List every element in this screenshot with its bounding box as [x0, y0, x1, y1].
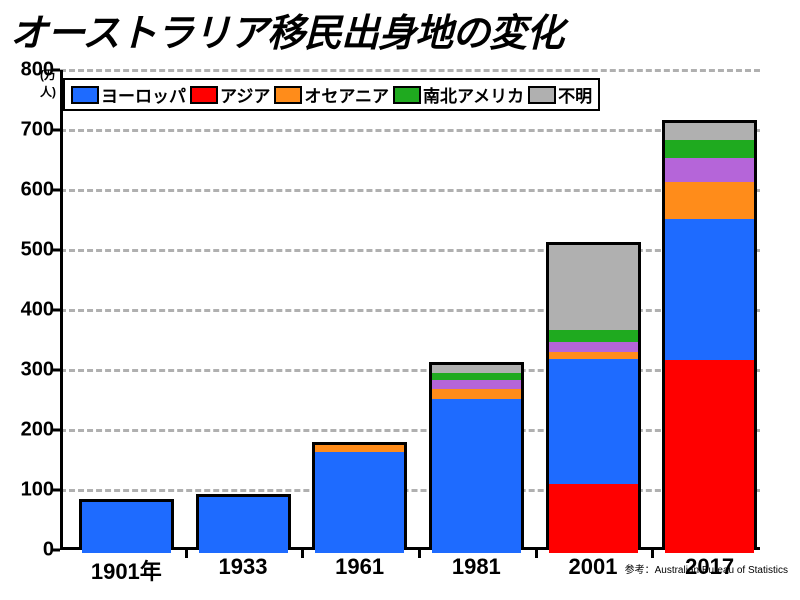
legend-swatch [528, 86, 556, 104]
bar [546, 242, 641, 550]
bar-segment-oceania [432, 389, 521, 400]
x-axis-tick-label: 1933 [183, 554, 303, 580]
y-axis-tick [52, 369, 60, 372]
bar [79, 499, 174, 550]
source-footnote: 参考：Australian Bureau of Statistics [625, 561, 788, 576]
legend-item: 南北アメリカ [393, 82, 524, 107]
x-axis-tick [535, 550, 538, 558]
chart-container: オーストラリア移民出身地の変化 (万人) 0100200300400500600… [0, 0, 800, 600]
x-axis-tick-label: 1901年 [66, 554, 186, 586]
y-axis-tick-label: 600 [21, 179, 54, 202]
bar [312, 442, 407, 550]
y-axis-tick [52, 189, 60, 192]
y-axis-tick [52, 309, 60, 312]
bar-segment-europe [315, 452, 404, 553]
bar [196, 494, 291, 550]
legend-item: ヨーロッパ [71, 82, 186, 107]
bar-segment-europe [432, 399, 521, 553]
y-axis-tick-label: 300 [21, 359, 54, 382]
y-axis-tick-label: 400 [21, 299, 54, 322]
legend-label: ヨーロッパ [101, 82, 186, 107]
legend-label: アジア [220, 82, 270, 107]
legend-label: オセアニア [304, 82, 389, 107]
y-axis-tick-label: 100 [21, 479, 54, 502]
bar [429, 362, 524, 550]
legend: ヨーロッパ アジア オセアニア 南北アメリカ 不明 [63, 78, 600, 111]
bar-segment-europe [82, 502, 171, 553]
bar-segment-unknown [665, 123, 754, 140]
y-axis-tick [52, 129, 60, 132]
bar [662, 120, 757, 550]
plot-area: (万人) 0100200300400500600700800 1901年1933… [60, 70, 760, 550]
bar-segment-oceania [549, 352, 638, 359]
legend-item: アジア [190, 82, 270, 107]
y-axis-tick [52, 489, 60, 492]
legend-swatch [190, 86, 218, 104]
y-axis-tick-label: 800 [21, 59, 54, 82]
y-axis-tick [52, 549, 60, 552]
x-axis-tick [185, 550, 188, 558]
y-axis-tick-label: 200 [21, 419, 54, 442]
bar-segment-africa_purple [549, 342, 638, 352]
bar-segment-oceania [665, 182, 754, 219]
y-axis-tick-label: 700 [21, 119, 54, 142]
bar-segment-europe [549, 359, 638, 484]
legend-item: 不明 [528, 82, 592, 107]
x-axis-tick [301, 550, 304, 558]
legend-label: 不明 [558, 82, 592, 107]
legend-label: 南北アメリカ [423, 82, 524, 107]
bar-segment-asia [665, 360, 754, 553]
bar-segment-unknown [549, 245, 638, 330]
legend-swatch [274, 86, 302, 104]
y-axis-tick [52, 429, 60, 432]
y-axis-tick [52, 69, 60, 72]
bar-segment-americas [432, 373, 521, 380]
legend-item: オセアニア [274, 82, 389, 107]
bar-segment-asia [549, 484, 638, 553]
bar-segment-europe [199, 497, 288, 553]
x-axis-tick-label: 1961 [300, 554, 420, 580]
x-axis-tick [651, 550, 654, 558]
bar-segment-europe [665, 219, 754, 360]
chart-title: オーストラリア移民出身地の変化 [10, 2, 563, 57]
bars-group: 1901年19331961198120012017 [60, 70, 760, 550]
bar-segment-unknown [432, 365, 521, 373]
x-axis-tick [418, 550, 421, 558]
legend-swatch [393, 86, 421, 104]
bar-segment-oceania [315, 445, 404, 452]
legend-swatch [71, 86, 99, 104]
x-axis-tick-label: 1981 [416, 554, 536, 580]
y-axis-tick-label: 500 [21, 239, 54, 262]
bar-segment-americas [549, 330, 638, 342]
bar-segment-africa_purple [665, 158, 754, 182]
bar-segment-americas [665, 140, 754, 158]
y-axis-tick [52, 249, 60, 252]
bar-segment-africa_purple [432, 380, 521, 388]
